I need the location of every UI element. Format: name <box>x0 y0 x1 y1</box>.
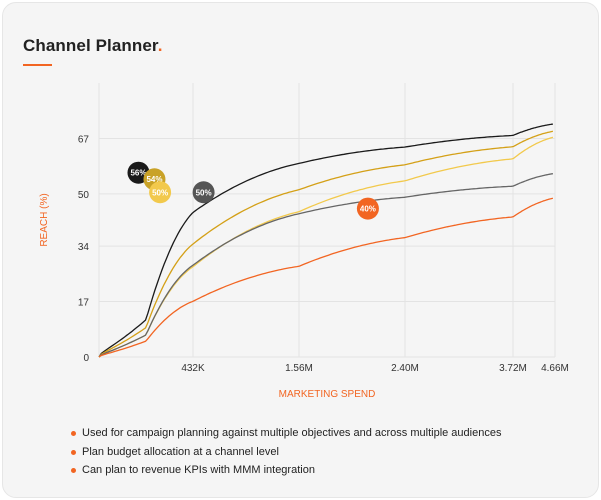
bullet-dot-icon <box>71 431 76 436</box>
y-tick-label: 17 <box>78 298 90 309</box>
series-line <box>98 173 553 358</box>
list-item-text: Used for campaign planning against multi… <box>82 427 502 439</box>
data-point-marker <box>149 181 172 204</box>
series-line <box>98 123 553 358</box>
x-axis-title: MARKETING SPEND <box>279 389 376 400</box>
list-item: Can plan to revenue KPIs with MMM integr… <box>71 461 501 480</box>
y-tick-label: 34 <box>78 242 90 253</box>
card-title-text: Channel Planner <box>23 36 158 55</box>
y-axis-title: REACH (%) <box>39 193 50 246</box>
data-point-label: 56% <box>130 169 146 178</box>
y-tick-label: 0 <box>83 353 89 364</box>
data-point-label: 50% <box>196 188 212 197</box>
series-line <box>98 197 554 358</box>
x-tick-label: 432K <box>181 363 205 374</box>
data-point-marker <box>192 181 215 204</box>
x-tick-label: 3.72M <box>499 363 527 374</box>
x-tick-label: 4.66M <box>541 363 569 374</box>
y-tick-label: 67 <box>78 134 90 145</box>
data-point-label: 50% <box>152 188 168 197</box>
data-point-label: 54% <box>146 175 162 184</box>
x-tick-label: 1.56M <box>285 363 313 374</box>
list-item-text: Can plan to revenue KPIs with MMM integr… <box>82 464 315 476</box>
reach-chart: 0 17 34 50 67 432K 1.56M 2.40M 3.72M 4.66M MARKETI… <box>39 83 569 400</box>
y-tick-label: 50 <box>78 190 90 201</box>
bullet-dot-icon <box>71 449 76 455</box>
data-point-marker <box>356 197 379 220</box>
list-item: Plan budget allocation at a channel leve… <box>71 443 501 462</box>
title-dot: . <box>157 36 163 55</box>
x-tick-label: 2.40M <box>391 363 419 374</box>
list-item-text: Plan budget allocation at a channel leve… <box>82 445 279 458</box>
feature-list: Used for campaign planning against multi… <box>71 424 501 480</box>
series-line <box>98 136 554 358</box>
card-title: Channel Planner. <box>23 36 163 56</box>
bullet-dot-icon <box>71 468 76 473</box>
list-item: Used for campaign planning against multi… <box>71 424 501 443</box>
title-underline <box>23 64 52 66</box>
series-line <box>98 130 554 358</box>
data-point-label: 40% <box>360 205 376 214</box>
